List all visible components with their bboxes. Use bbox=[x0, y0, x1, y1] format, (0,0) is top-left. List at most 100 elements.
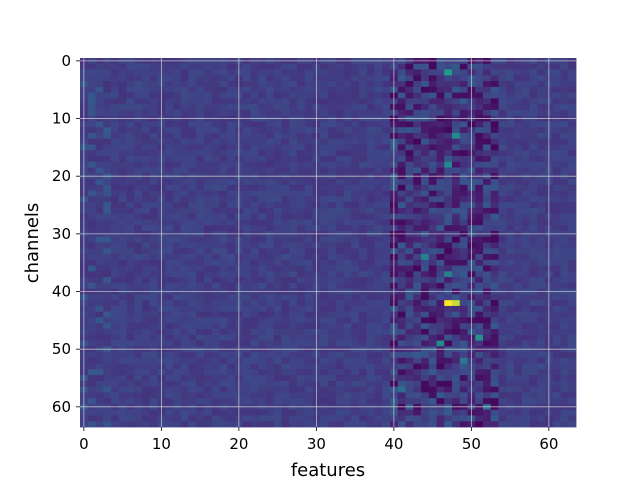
heatmap-cell bbox=[521, 242, 530, 249]
heatmap-cell bbox=[483, 265, 492, 272]
heatmap-cell bbox=[335, 323, 344, 330]
heatmap-cell bbox=[552, 202, 561, 209]
heatmap-cell bbox=[405, 375, 414, 382]
heatmap-cell bbox=[242, 236, 251, 243]
heatmap-cell bbox=[452, 225, 461, 232]
heatmap-cell bbox=[452, 156, 461, 163]
heatmap-cell bbox=[421, 277, 430, 284]
heatmap-cell bbox=[397, 340, 406, 347]
heatmap-cell bbox=[95, 156, 104, 163]
heatmap-cell bbox=[126, 300, 135, 307]
heatmap-cell bbox=[204, 207, 213, 215]
heatmap-cell bbox=[359, 340, 368, 347]
heatmap-cell bbox=[281, 190, 290, 197]
heatmap-cell bbox=[382, 196, 391, 203]
heatmap-cell bbox=[475, 156, 484, 163]
heatmap-cell bbox=[405, 305, 414, 313]
heatmap-cell bbox=[452, 179, 461, 186]
heatmap-cell bbox=[351, 196, 360, 203]
heatmap-cell bbox=[529, 167, 538, 174]
heatmap-cell bbox=[204, 380, 213, 388]
heatmap-cell bbox=[521, 121, 530, 128]
heatmap-cell bbox=[111, 369, 120, 376]
heatmap-cell bbox=[351, 184, 360, 192]
heatmap-cell bbox=[173, 294, 182, 301]
heatmap-cell bbox=[266, 196, 275, 203]
heatmap-cell bbox=[436, 380, 445, 388]
heatmap-cell bbox=[289, 271, 298, 278]
heatmap-cell bbox=[444, 334, 453, 341]
heatmap-cell bbox=[242, 98, 251, 105]
heatmap-cell bbox=[568, 317, 577, 324]
heatmap-cell bbox=[328, 311, 337, 318]
heatmap-cell bbox=[320, 271, 329, 278]
heatmap-cell bbox=[521, 271, 530, 278]
heatmap-cell bbox=[537, 323, 546, 330]
heatmap-cell bbox=[335, 179, 344, 186]
heatmap-cell bbox=[421, 156, 430, 163]
heatmap-cell bbox=[529, 207, 538, 215]
heatmap-cell bbox=[180, 190, 189, 197]
heatmap-cell bbox=[250, 63, 259, 70]
heatmap-cell bbox=[506, 415, 515, 422]
heatmap-cell bbox=[242, 213, 251, 220]
heatmap-cell bbox=[227, 219, 236, 226]
heatmap-cell bbox=[459, 380, 468, 388]
heatmap-cell bbox=[149, 167, 158, 174]
heatmap-cell bbox=[304, 138, 313, 145]
heatmap-cell bbox=[343, 375, 352, 382]
heatmap-cell bbox=[266, 380, 275, 388]
heatmap-cell bbox=[211, 282, 220, 290]
heatmap-cell bbox=[320, 98, 329, 105]
heatmap-cell bbox=[560, 363, 569, 370]
heatmap-cell bbox=[382, 92, 391, 99]
heatmap-cell bbox=[521, 69, 530, 76]
heatmap-cell bbox=[281, 144, 290, 151]
heatmap-cell bbox=[490, 236, 499, 243]
heatmap-cell bbox=[142, 207, 151, 215]
heatmap-cell bbox=[459, 317, 468, 324]
heatmap-cell bbox=[413, 386, 422, 393]
heatmap-cell bbox=[95, 398, 104, 405]
heatmap-cell bbox=[343, 409, 352, 416]
heatmap-cell bbox=[266, 104, 275, 111]
heatmap-cell bbox=[444, 265, 453, 272]
heatmap-cell bbox=[498, 363, 507, 370]
heatmap-cell bbox=[436, 63, 445, 70]
heatmap-cell bbox=[188, 92, 197, 99]
heatmap-cell bbox=[498, 323, 507, 330]
heatmap-cell bbox=[490, 132, 499, 140]
heatmap-cell bbox=[250, 282, 259, 290]
heatmap-cell bbox=[289, 144, 298, 151]
heatmap-cell bbox=[529, 357, 538, 364]
heatmap-cell bbox=[320, 259, 329, 266]
heatmap-cell bbox=[335, 363, 344, 370]
heatmap-cell bbox=[374, 340, 383, 347]
heatmap-cell bbox=[483, 242, 492, 249]
heatmap-cell bbox=[568, 357, 577, 364]
heatmap-cell bbox=[281, 213, 290, 220]
heatmap-cell bbox=[149, 294, 158, 301]
heatmap-cell bbox=[413, 184, 422, 192]
heatmap-cell bbox=[165, 127, 174, 134]
heatmap-cell bbox=[428, 196, 437, 203]
heatmap-cell bbox=[87, 248, 96, 255]
heatmap-cell bbox=[529, 75, 538, 82]
heatmap-cell bbox=[289, 138, 298, 145]
heatmap-cell bbox=[444, 305, 453, 313]
heatmap-cell bbox=[242, 248, 251, 255]
heatmap-cell bbox=[397, 109, 406, 117]
heatmap-cell bbox=[452, 334, 461, 341]
heatmap-cell bbox=[87, 334, 96, 341]
heatmap-cell bbox=[514, 98, 523, 105]
heatmap-cell bbox=[165, 121, 174, 128]
heatmap-cell bbox=[421, 184, 430, 192]
heatmap-cell bbox=[180, 121, 189, 128]
heatmap-cell bbox=[87, 213, 96, 220]
heatmap-cell bbox=[320, 334, 329, 341]
heatmap-cell bbox=[320, 63, 329, 70]
heatmap-cell bbox=[281, 254, 290, 261]
heatmap-cell bbox=[514, 380, 523, 388]
heatmap-cell bbox=[173, 132, 182, 140]
heatmap-cell bbox=[529, 104, 538, 111]
